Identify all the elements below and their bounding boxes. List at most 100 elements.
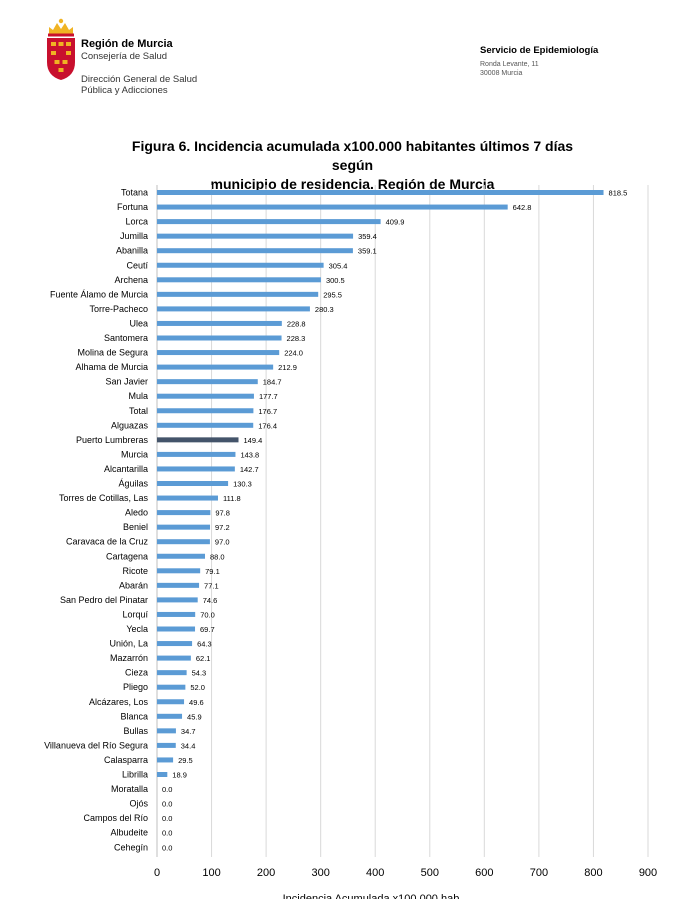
bar (157, 364, 274, 370)
bar (157, 772, 168, 777)
value-label: 18.9 (172, 771, 187, 780)
x-tick-label: 600 (475, 867, 493, 879)
header-left: Región de Murcia Consejería de Salud Dir… (81, 38, 197, 96)
bar (157, 553, 206, 559)
value-label: 74.6 (203, 596, 218, 605)
value-label: 34.7 (181, 727, 196, 736)
bar (157, 713, 183, 719)
category-label: Fuente Álamo de Murcia (50, 289, 148, 299)
address-line2: 30008 Murcia (480, 70, 523, 77)
bar (157, 291, 319, 297)
bar (157, 306, 310, 312)
bar (157, 655, 191, 661)
category-label: Puerto Lumbreras (76, 435, 149, 445)
value-label: 0.0 (162, 800, 172, 809)
category-label: Pliego (123, 682, 148, 692)
org-name: Región de Murcia (81, 38, 173, 50)
value-label: 359.1 (358, 247, 377, 256)
value-label: 359.4 (358, 232, 377, 241)
value-label: 280.3 (315, 305, 334, 314)
org-department: Consejería de Salud (81, 51, 168, 62)
bar (157, 728, 176, 734)
bar (157, 568, 201, 574)
category-label: Campos del Río (83, 813, 148, 823)
x-tick-label: 400 (366, 867, 384, 879)
category-label: Archena (114, 275, 148, 285)
chart-title-line1: Figura 6. Incidencia acumulada x100.000 … (131, 138, 574, 173)
bar (157, 320, 282, 326)
x-tick-label: 500 (421, 867, 439, 879)
value-label: 79.1 (205, 567, 220, 576)
category-label: Alguazas (111, 420, 149, 430)
category-label: Total (129, 406, 148, 416)
value-label: 97.0 (215, 538, 230, 547)
value-label: 54.3 (192, 669, 207, 678)
value-label: 295.5 (323, 290, 342, 299)
category-label: San Pedro del Pinatar (60, 595, 148, 605)
bar (157, 481, 229, 486)
value-label: 143.8 (240, 450, 259, 459)
category-label: Unión, La (109, 639, 148, 649)
chart-title: Figura 6. Incidencia acumulada x100.000 … (110, 137, 595, 194)
category-label: Ceutí (126, 260, 148, 270)
category-label: San Javier (105, 377, 148, 387)
bar (157, 641, 193, 647)
value-label: 130.3 (233, 480, 252, 489)
value-label: 29.5 (178, 756, 193, 765)
value-label: 64.3 (197, 640, 212, 649)
category-label: Mazarrón (110, 653, 148, 663)
category-label: Yecla (126, 624, 148, 634)
category-label: Blanca (120, 711, 148, 721)
value-label: 88.0 (210, 552, 225, 561)
value-label: 228.3 (287, 334, 306, 343)
value-label: 177.7 (259, 392, 278, 401)
category-label: Moratalla (111, 784, 148, 794)
category-label: Alcázares, Los (89, 697, 149, 707)
category-label: Cehegín (114, 842, 148, 852)
bar (157, 684, 186, 690)
category-label: Calasparra (104, 755, 148, 765)
x-tick-label: 200 (257, 867, 275, 879)
bar (157, 699, 185, 705)
bar (157, 422, 254, 428)
bar (157, 393, 254, 399)
category-label: Bullas (123, 726, 148, 736)
value-label: 176.4 (258, 421, 277, 430)
category-label: Lorquí (122, 609, 148, 619)
sub-department-line1: Dirección General de Salud (81, 74, 198, 85)
category-label: Fortuna (117, 202, 148, 212)
category-label: Beniel (123, 522, 148, 532)
crown-icon (49, 23, 73, 34)
bar (157, 335, 282, 341)
category-label: Ojós (129, 799, 148, 809)
bar (157, 233, 354, 239)
value-label: 77.1 (204, 581, 219, 590)
category-label: Torre-Pacheco (89, 304, 148, 314)
service-name: Servicio de Epidemiología (480, 45, 599, 56)
bar (157, 466, 235, 472)
shield-castles-icon (51, 42, 71, 72)
x-tick-label: 900 (639, 867, 657, 879)
value-label: 0.0 (162, 785, 172, 794)
bar (157, 204, 508, 210)
value-label: 0.0 (162, 814, 172, 823)
value-label: 642.8 (513, 203, 532, 212)
category-label: Abarán (119, 580, 148, 590)
category-label: Ulea (129, 318, 148, 328)
category-label: Alhama de Murcia (75, 362, 148, 372)
value-label: 97.2 (215, 523, 230, 532)
value-label: 300.5 (326, 276, 345, 285)
category-label: Villanueva del Río Segura (44, 740, 148, 750)
category-label: Águilas (118, 479, 148, 489)
value-label: 69.7 (200, 625, 215, 634)
bar (157, 582, 200, 588)
value-label: 305.4 (329, 261, 348, 270)
value-label: 70.0 (200, 610, 215, 619)
value-label: 818.5 (609, 189, 628, 198)
sub-department-line2: Pública y Adicciones (81, 85, 168, 96)
bar (157, 597, 198, 603)
category-label: Santomera (104, 333, 148, 343)
x-tick-label: 700 (530, 867, 548, 879)
value-label: 45.9 (187, 712, 202, 721)
